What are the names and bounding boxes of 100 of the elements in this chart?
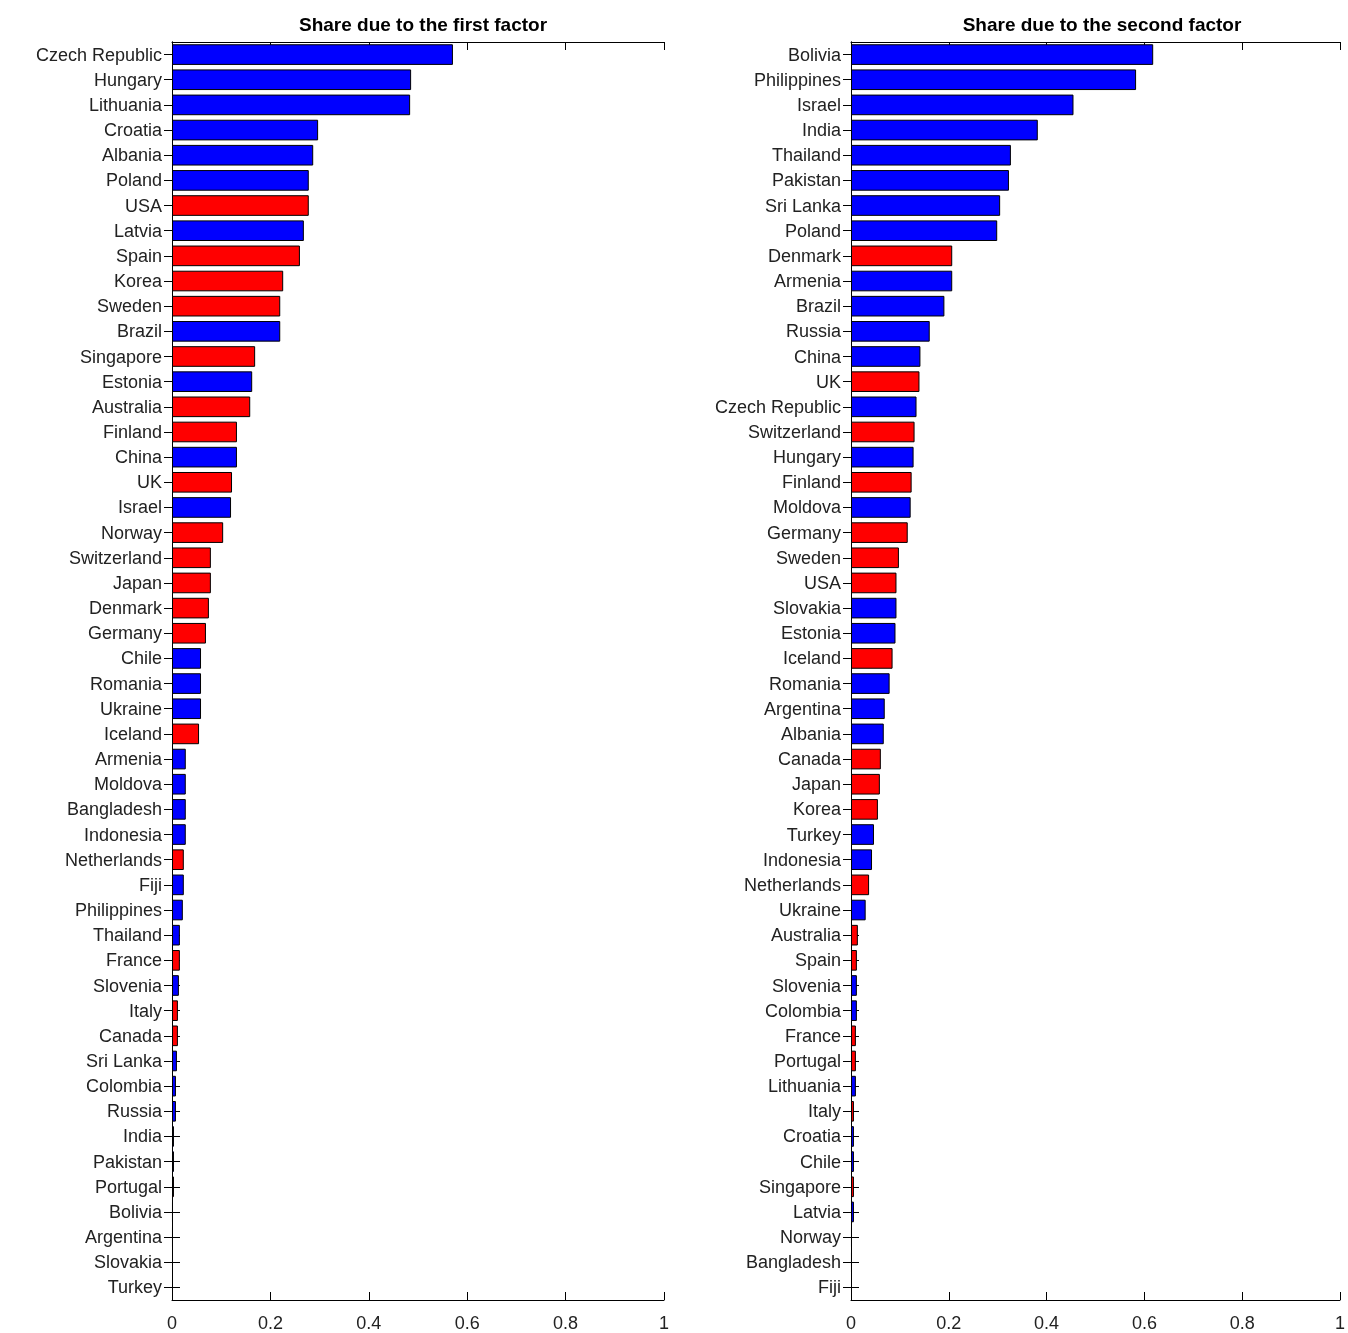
y-tick-label: Croatia	[782, 1126, 842, 1147]
y-tick-label: Sri Lanka	[85, 1050, 163, 1071]
y-tick-label: Brazil	[116, 321, 162, 342]
y-tick-label: Fiji	[139, 874, 162, 895]
y-tick-label: Canada	[777, 749, 842, 770]
y-tick-label: Italy	[128, 1000, 162, 1021]
y-tick-label: Armenia	[94, 749, 163, 770]
y-tick-label: Fiji	[818, 1277, 841, 1298]
y-tick-label: Iceland	[103, 723, 162, 744]
y-tick-label: Australia	[770, 925, 842, 946]
y-tick-label: Philippines	[753, 69, 841, 90]
y-tick-label: Ukraine	[99, 698, 162, 719]
y-tick-label: Spain	[794, 950, 841, 971]
y-tick-label: Chile	[799, 1151, 841, 1172]
y-tick-label: Romania	[89, 673, 163, 694]
y-tick-label: Bangladesh	[66, 799, 162, 820]
x-tick-label: 1	[658, 1313, 670, 1333]
y-tick-label: Argentina	[84, 1227, 163, 1248]
y-tick-label: Indonesia	[762, 849, 842, 870]
y-tick-label: Finland	[781, 472, 841, 493]
chart-title: Share due to the first factor	[298, 14, 548, 35]
x-tick-label: 0.4	[356, 1313, 382, 1333]
y-tick-label: Portugal	[94, 1176, 162, 1197]
y-tick-label: Russia	[106, 1101, 163, 1122]
y-tick-label: Switzerland	[747, 421, 841, 442]
x-tick-label: 0.8	[553, 1313, 579, 1333]
x-tick-label: 1	[1334, 1313, 1345, 1333]
y-tick-label: Bolivia	[108, 1201, 163, 1222]
y-tick-label: India	[801, 120, 842, 141]
y-tick-label: Denmark	[88, 598, 163, 619]
y-tick-label: Hungary	[772, 447, 841, 468]
y-tick-label: Estonia	[101, 371, 163, 392]
y-tick-label: Finland	[102, 421, 162, 442]
y-tick-label: Slovenia	[771, 975, 842, 996]
y-tick-label: Korea	[792, 799, 842, 820]
y-tick-label: USA	[124, 195, 162, 216]
y-tick-label: Colombia	[85, 1076, 163, 1097]
y-tick-label: Indonesia	[83, 824, 163, 845]
chart-title: Share due to the second factor	[962, 14, 1242, 35]
x-tick-label: 0.6	[454, 1313, 480, 1333]
y-tick-label: Turkey	[786, 824, 841, 845]
y-tick-label: Spain	[115, 245, 162, 266]
y-tick-label: Netherlands	[743, 874, 841, 895]
x-tick-label: 0	[166, 1313, 178, 1333]
y-tick-label: Turkey	[107, 1277, 162, 1298]
y-tick-label: Israel	[117, 497, 162, 518]
y-tick-label: Pakistan	[771, 170, 841, 191]
y-tick-label: Slovakia	[93, 1252, 163, 1273]
y-tick-label: Hungary	[93, 69, 162, 90]
x-tick-label: 0.2	[257, 1313, 283, 1333]
y-tick-label: Armenia	[773, 271, 842, 292]
x-tick-label: 0.2	[936, 1313, 962, 1333]
y-tick-label: Switzerland	[68, 547, 162, 568]
y-tick-label: Moldova	[93, 774, 163, 795]
y-tick-label: Israel	[796, 94, 841, 115]
x-tick-label: 0	[845, 1313, 857, 1333]
y-tick-label: Sweden	[775, 547, 841, 568]
y-tick-label: Slovenia	[92, 975, 163, 996]
y-tick-label: Brazil	[795, 296, 841, 317]
y-tick-label: France	[784, 1025, 841, 1046]
y-tick-label: India	[122, 1126, 163, 1147]
y-tick-label: Sri Lanka	[764, 195, 842, 216]
y-tick-label: Japan	[791, 774, 841, 795]
y-tick-label: Lithuania	[88, 94, 163, 115]
y-tick-label: UK	[815, 371, 841, 392]
y-tick-label: China	[793, 346, 842, 367]
y-tick-label: France	[105, 950, 162, 971]
y-tick-label: Thailand	[771, 145, 841, 166]
y-tick-label: Australia	[91, 396, 163, 417]
y-tick-label: Iceland	[782, 648, 841, 669]
y-tick-label: Portugal	[773, 1050, 841, 1071]
y-tick-label: USA	[803, 572, 841, 593]
y-tick-label: Poland	[105, 170, 162, 191]
y-tick-label: Germany	[87, 623, 162, 644]
y-tick-label: Germany	[766, 522, 841, 543]
x-tick-label: 0.4	[1034, 1313, 1060, 1333]
y-tick-label: Canada	[98, 1025, 163, 1046]
y-tick-label: Norway	[779, 1227, 841, 1248]
y-tick-label: Romania	[768, 673, 842, 694]
y-tick-label: Slovakia	[772, 598, 842, 619]
y-tick-label: Philippines	[74, 900, 162, 921]
y-tick-label: Pakistan	[92, 1151, 162, 1172]
x-tick-label: 0.8	[1229, 1313, 1255, 1333]
y-tick-label: Sweden	[96, 296, 162, 317]
y-tick-label: Chile	[120, 648, 162, 669]
y-tick-label: Korea	[113, 271, 163, 292]
x-tick-label: 0.6	[1131, 1313, 1157, 1333]
y-tick-label: Albania	[780, 723, 842, 744]
y-tick-label: Latvia	[113, 220, 163, 241]
y-tick-label: Croatia	[103, 120, 163, 141]
y-tick-label: Italy	[807, 1101, 841, 1122]
y-tick-label: Estonia	[780, 623, 842, 644]
y-tick-label: Singapore	[758, 1176, 841, 1197]
y-tick-label: Argentina	[763, 698, 842, 719]
y-tick-label: Ukraine	[778, 900, 841, 921]
y-tick-label: UK	[136, 472, 162, 493]
y-tick-label: Thailand	[92, 925, 162, 946]
y-tick-label: Poland	[784, 220, 841, 241]
y-tick-label: Latvia	[792, 1201, 842, 1222]
y-tick-label: Lithuania	[767, 1076, 842, 1097]
